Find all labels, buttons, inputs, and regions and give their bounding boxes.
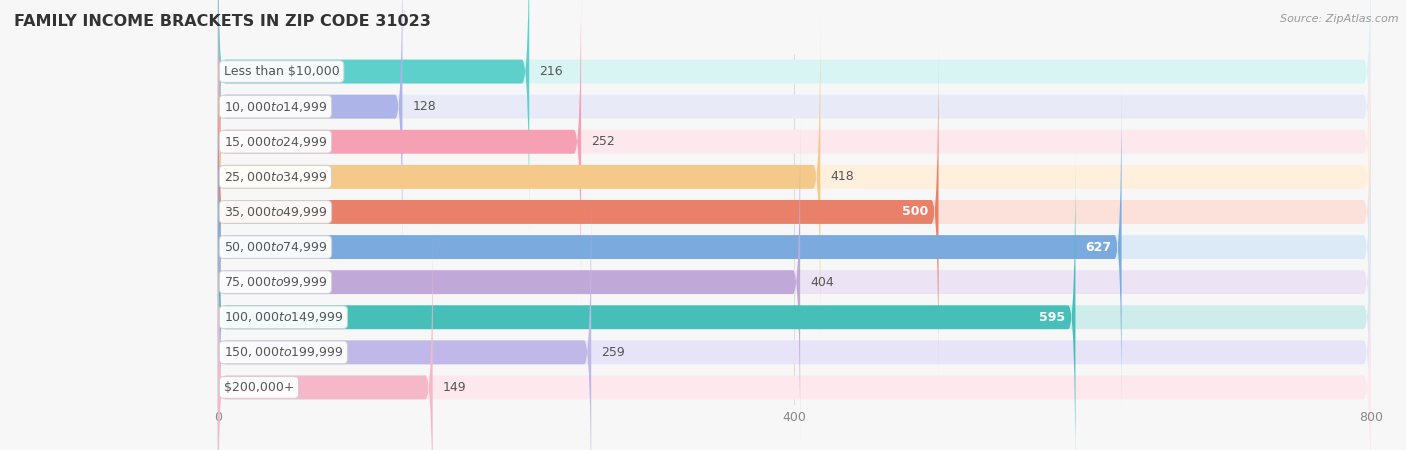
Text: $15,000 to $24,999: $15,000 to $24,999 <box>224 135 328 149</box>
Text: $100,000 to $149,999: $100,000 to $149,999 <box>224 310 343 324</box>
FancyBboxPatch shape <box>218 154 1371 450</box>
Text: FAMILY INCOME BRACKETS IN ZIP CODE 31023: FAMILY INCOME BRACKETS IN ZIP CODE 31023 <box>14 14 430 28</box>
FancyBboxPatch shape <box>218 14 820 340</box>
Text: 595: 595 <box>1039 311 1066 324</box>
Text: 259: 259 <box>602 346 626 359</box>
FancyBboxPatch shape <box>218 0 1371 305</box>
Text: 252: 252 <box>591 135 614 148</box>
FancyBboxPatch shape <box>218 0 1371 235</box>
FancyBboxPatch shape <box>218 0 581 305</box>
Text: 627: 627 <box>1085 241 1111 253</box>
FancyBboxPatch shape <box>218 224 433 450</box>
Text: 500: 500 <box>903 206 928 218</box>
FancyBboxPatch shape <box>218 189 591 450</box>
FancyBboxPatch shape <box>218 0 402 270</box>
FancyBboxPatch shape <box>218 49 939 375</box>
Text: Source: ZipAtlas.com: Source: ZipAtlas.com <box>1281 14 1399 23</box>
Text: $150,000 to $199,999: $150,000 to $199,999 <box>224 345 343 360</box>
Text: 216: 216 <box>540 65 562 78</box>
FancyBboxPatch shape <box>218 49 1371 375</box>
FancyBboxPatch shape <box>218 119 1371 446</box>
Text: 404: 404 <box>810 276 834 288</box>
Text: $10,000 to $14,999: $10,000 to $14,999 <box>224 99 328 114</box>
FancyBboxPatch shape <box>218 224 1371 450</box>
FancyBboxPatch shape <box>218 154 1076 450</box>
FancyBboxPatch shape <box>218 189 1371 450</box>
Text: $50,000 to $74,999: $50,000 to $74,999 <box>224 240 328 254</box>
Text: $35,000 to $49,999: $35,000 to $49,999 <box>224 205 328 219</box>
Text: Less than $10,000: Less than $10,000 <box>224 65 339 78</box>
FancyBboxPatch shape <box>218 119 800 446</box>
Text: $200,000+: $200,000+ <box>224 381 294 394</box>
Text: $25,000 to $34,999: $25,000 to $34,999 <box>224 170 328 184</box>
Text: 149: 149 <box>443 381 467 394</box>
Text: 128: 128 <box>412 100 436 113</box>
FancyBboxPatch shape <box>218 14 1371 340</box>
Text: 418: 418 <box>831 171 855 183</box>
FancyBboxPatch shape <box>218 84 1371 410</box>
FancyBboxPatch shape <box>218 84 1122 410</box>
Text: $75,000 to $99,999: $75,000 to $99,999 <box>224 275 328 289</box>
FancyBboxPatch shape <box>218 0 1371 270</box>
FancyBboxPatch shape <box>218 0 529 235</box>
